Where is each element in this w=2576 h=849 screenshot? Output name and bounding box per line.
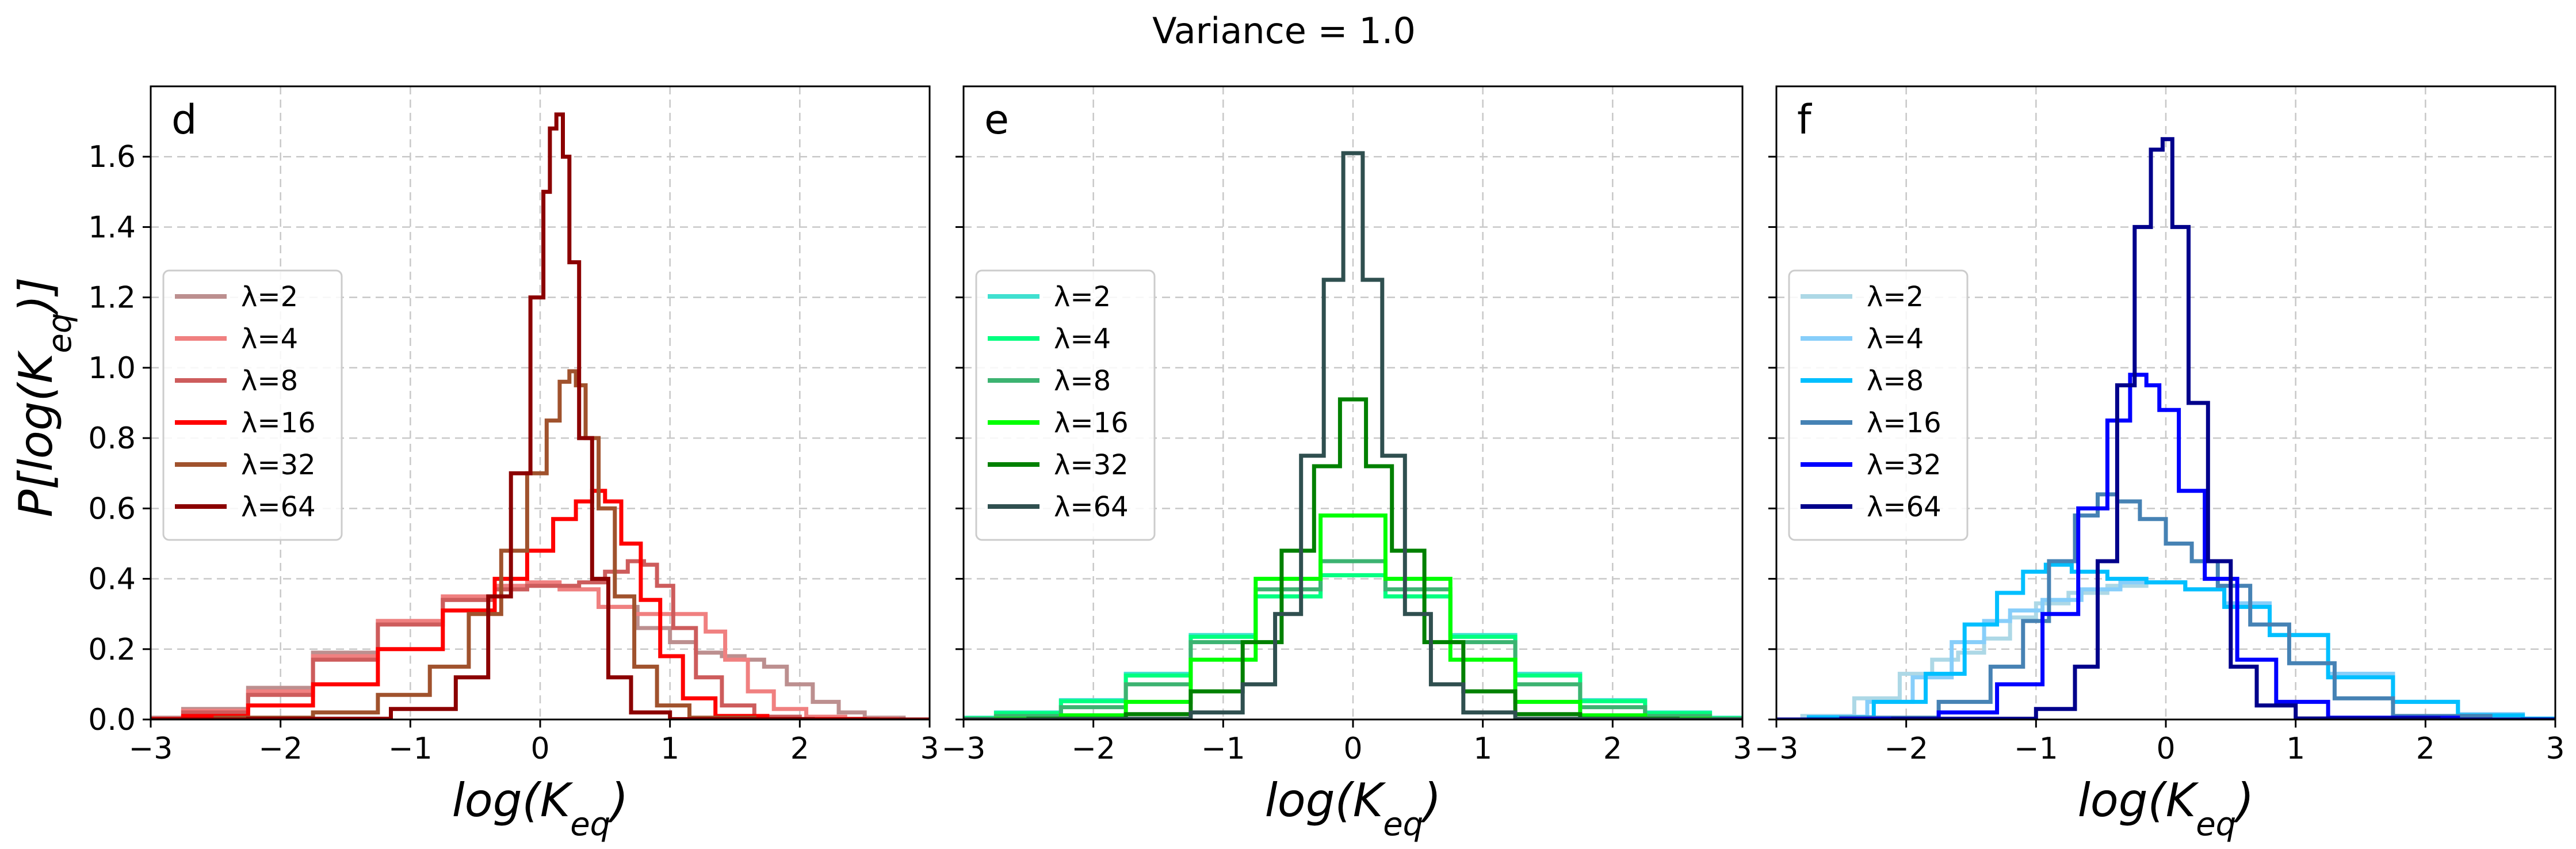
panel-f: −3 −2 −1 0 1 2 3 log(Keq) f λ=2 λ=4 λ=8 λ=16 λ=32 λ=64 <box>1755 85 2565 843</box>
legend-label: λ=32 <box>241 449 316 481</box>
panel-letter: e <box>984 96 1009 143</box>
legend-label: λ=8 <box>1054 365 1111 397</box>
x-axis-label: log(Keq) <box>1265 774 1442 843</box>
y-tick-label: 0.4 <box>88 562 136 597</box>
panels: −3 −2 −1 0 1 2 3 0.0 0.2 0.4 0.6 0.8 1.0 1.2 1.4 1.6 log… <box>88 85 2565 843</box>
y-tick-label: 0.2 <box>88 633 136 667</box>
x-tick-label: −3 <box>129 732 173 766</box>
x-tick-label: 0 <box>530 732 549 766</box>
x-tick-label: −2 <box>1071 732 1115 766</box>
series-group <box>151 112 930 719</box>
legend-label: λ=8 <box>1867 365 1924 397</box>
y-tick-label: 1.6 <box>88 140 136 174</box>
legend-label: λ=16 <box>241 407 316 439</box>
y-tick-label: 0.0 <box>88 703 136 737</box>
x-tick-label: 1 <box>1473 732 1492 766</box>
series-line-3 <box>964 559 1742 719</box>
grid <box>962 86 1744 721</box>
figure-title: Variance = 1.0 <box>1152 10 1416 52</box>
legend-label: λ=2 <box>241 281 298 313</box>
series-group <box>1776 137 2555 719</box>
x-tick-label: 0 <box>2156 732 2175 766</box>
series-line-3 <box>1776 562 2555 719</box>
series-group <box>964 151 1742 719</box>
series-line-4 <box>151 489 930 719</box>
legend-label: λ=8 <box>241 365 298 397</box>
legend: λ=2 λ=4 λ=8 λ=16 λ=32 λ=64 <box>1788 269 1969 541</box>
x-tick-label: −3 <box>1755 732 1799 766</box>
series-line-2 <box>1776 580 2555 719</box>
legend-label: λ=16 <box>1054 407 1129 439</box>
legend-label: λ=32 <box>1054 449 1129 481</box>
panel-letter: d <box>171 96 197 143</box>
legend: λ=2 λ=4 λ=8 λ=16 λ=32 λ=64 <box>975 269 1156 541</box>
legend-label: λ=16 <box>1867 407 1941 439</box>
x-tick-label: 3 <box>2546 732 2564 766</box>
x-axis-label: log(Keq) <box>452 774 629 843</box>
legend-label: λ=64 <box>241 491 316 523</box>
series-line-4 <box>1776 492 2555 719</box>
x-tick-label: −1 <box>388 732 433 766</box>
x-tick-label: −1 <box>2014 732 2058 766</box>
x-tick-label: 2 <box>1603 732 1622 766</box>
x-tick-label: −3 <box>942 732 986 766</box>
x-axis-label: log(Keq) <box>2078 774 2254 843</box>
legend: λ=2 λ=4 λ=8 λ=16 λ=32 λ=64 <box>162 269 343 541</box>
legend-label: λ=2 <box>1867 281 1924 313</box>
series-line-5 <box>1776 372 2555 719</box>
y-tick-label: 0.8 <box>88 421 136 456</box>
x-tick-label: −2 <box>1884 732 1928 766</box>
x-tick-label: 0 <box>1343 732 1362 766</box>
legend-label: λ=4 <box>241 323 298 355</box>
x-tick-label: 1 <box>660 732 679 766</box>
y-tick-label: 0.6 <box>88 492 136 526</box>
legend-label: λ=2 <box>1054 281 1111 313</box>
y-axis-label-text: P[log(Keq)] <box>9 277 79 517</box>
series-line-6 <box>151 112 930 719</box>
legend-label: λ=64 <box>1867 491 1941 523</box>
series-line-4 <box>964 513 1742 719</box>
y-tick-label: 1.0 <box>88 351 136 386</box>
panel-letter: f <box>1797 96 1812 143</box>
x-tick-label: 2 <box>790 732 809 766</box>
legend-label: λ=4 <box>1867 323 1924 355</box>
legend-label: λ=4 <box>1054 323 1111 355</box>
series-line-3 <box>151 559 930 719</box>
x-tick-label: 3 <box>920 732 939 766</box>
x-tick-label: 1 <box>2286 732 2305 766</box>
x-tick-label: 3 <box>1733 732 1752 766</box>
series-line-6 <box>1776 137 2555 719</box>
panel-e: −3 −2 −1 0 1 2 3 log(Keq) e λ=2 λ=4 λ=8 λ=16 λ=32 λ=64 <box>942 85 1752 843</box>
series-line-2 <box>151 580 930 719</box>
x-tick-label: −1 <box>1201 732 1245 766</box>
legend-label: λ=64 <box>1054 491 1129 523</box>
y-tick-label: 1.2 <box>88 281 136 315</box>
x-tick-label: −2 <box>258 732 303 766</box>
legend-label: λ=32 <box>1867 449 1941 481</box>
grid <box>1775 86 2556 721</box>
x-tick-label: 2 <box>2416 732 2435 766</box>
y-tick-label: 1.4 <box>88 210 136 245</box>
series-line-6 <box>964 151 1742 719</box>
series-line-5 <box>151 369 930 719</box>
y-axis-label: P[log(Keq)] <box>9 277 79 517</box>
series-line-2 <box>964 573 1742 719</box>
panel-d: −3 −2 −1 0 1 2 3 0.0 0.2 0.4 0.6 0.8 1.0 1.2 1.4 1.6 log… <box>88 85 939 843</box>
